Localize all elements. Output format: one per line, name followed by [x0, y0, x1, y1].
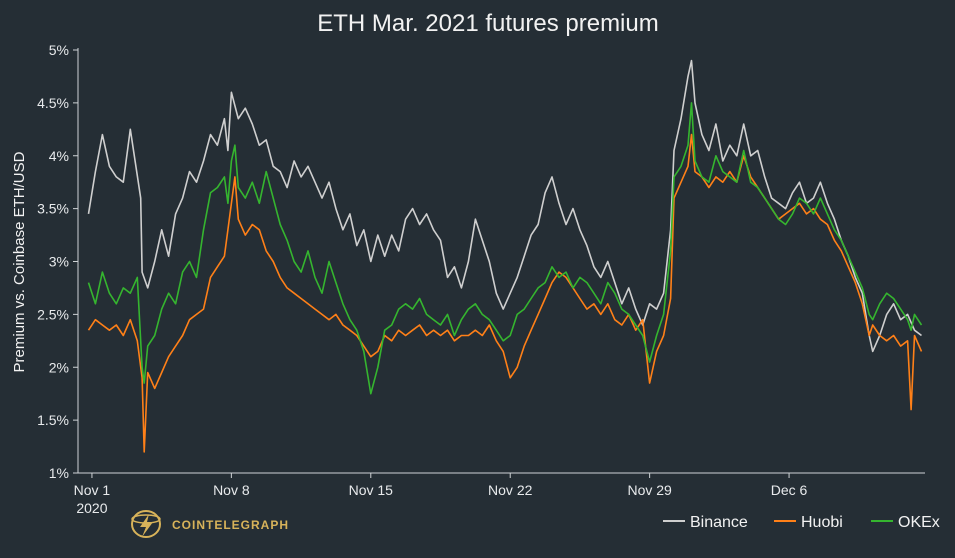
brand-name: COINTELEGRAPH	[172, 518, 289, 532]
x-tick-label: Nov 29	[627, 482, 672, 498]
chart-title: ETH Mar. 2021 futures premium	[317, 10, 658, 37]
legend-label-binance: Binance	[690, 514, 748, 531]
y-tick-label: 1%	[49, 465, 69, 481]
x-tick-label: Dec 6	[771, 482, 808, 498]
y-tick-label: 1.5%	[37, 412, 69, 428]
x-tick-label: Nov 15	[349, 482, 394, 498]
series-line-binance	[87, 59, 922, 353]
lightning-icon	[140, 514, 153, 537]
series-line-huobi	[87, 133, 923, 453]
y-tick-label: 5%	[49, 42, 69, 58]
cointelegraph-logo: COINTELEGRAPH	[131, 510, 289, 538]
x-tick-sublabel: 2020	[76, 500, 107, 516]
legend-label-okex: OKEx	[898, 514, 940, 531]
y-tick-label: 3%	[49, 254, 69, 270]
legend: Binance Huobi OKEx	[663, 514, 940, 531]
y-axis-label: Premium vs. Coinbase ETH/USD	[11, 151, 28, 372]
coin-icon	[131, 510, 161, 538]
y-tick-label: 2%	[49, 359, 69, 375]
y-tick-label: 4%	[49, 148, 69, 164]
legend-label-huobi: Huobi	[801, 514, 843, 531]
x-tick-label: Nov 8	[213, 482, 250, 498]
x-tick-label: Nov 22	[488, 482, 533, 498]
axes: 1% 1.5% 2% 2.5% 3% 3.5% 4% 4.5% 5% Nov 1 2020 Nov 8…	[37, 42, 925, 516]
y-tick-label: 2.5%	[37, 306, 69, 322]
x-tick-label: Nov 1	[74, 482, 111, 498]
series-line-okex	[87, 102, 923, 395]
y-tick-label: 4.5%	[37, 95, 69, 111]
y-tick-label: 3.5%	[37, 201, 69, 217]
series-lines	[87, 59, 923, 453]
